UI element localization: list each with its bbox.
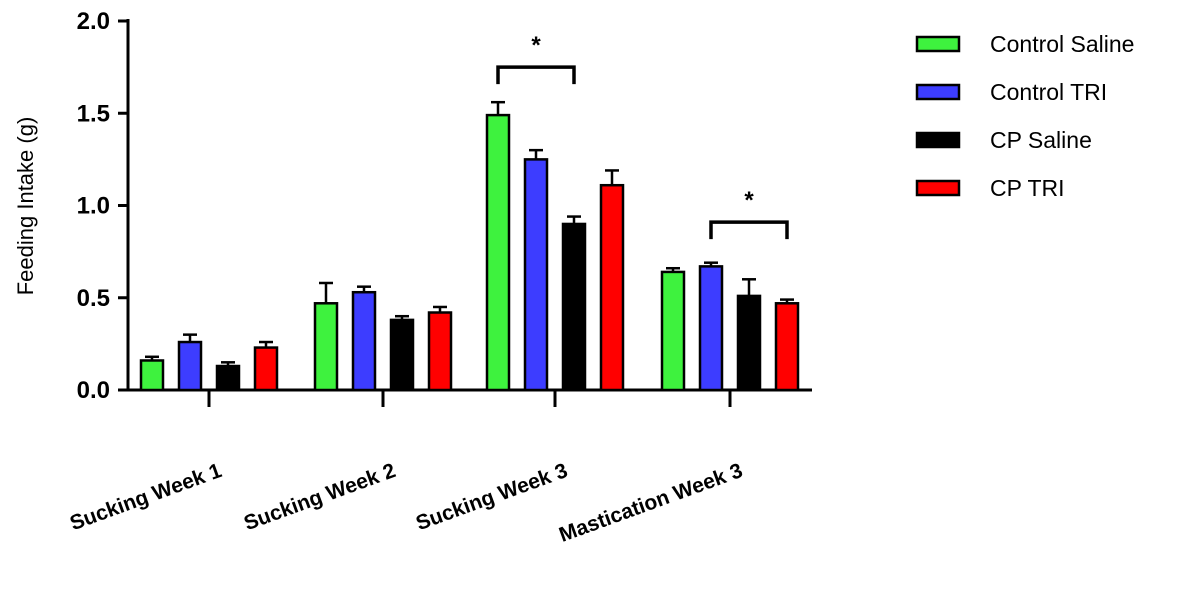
- bar: [313, 302, 339, 392]
- y-tick-label: 1.0: [77, 193, 110, 220]
- legend: Control Saline Control TRI CP Saline CP TRI: [915, 31, 1134, 201]
- legend-label: CP Saline: [990, 127, 1092, 153]
- x-tick-label: Sucking Week 1: [67, 459, 225, 535]
- significance-bracket: [709, 220, 789, 240]
- legend-swatch: [915, 179, 961, 197]
- legend-label: Control Saline: [990, 31, 1134, 57]
- legend-label: Control TRI: [990, 79, 1107, 105]
- legend-swatch: [915, 83, 961, 101]
- significance-bracket: [496, 65, 576, 85]
- significance-marker: *: [744, 187, 754, 214]
- bar: [561, 222, 587, 392]
- bar: [523, 158, 549, 392]
- bar: [139, 359, 165, 392]
- bar: [215, 364, 241, 392]
- legend-label: CP TRI: [990, 175, 1065, 201]
- y-tick-label: 1.5: [77, 100, 110, 127]
- y-axis-label: Feeding Intake (g): [13, 117, 38, 296]
- y-axis: 0.0 0.5 1.0 1.5 2.0: [77, 8, 130, 404]
- bar: [427, 311, 453, 392]
- y-tick-label: 0.0: [77, 377, 110, 404]
- bar: [660, 270, 686, 392]
- significance-marker: *: [531, 32, 541, 59]
- bar: [774, 302, 800, 392]
- x-axis: Sucking Week 1 Sucking Week 2 Sucking Week…: [67, 388, 812, 547]
- bar: [177, 340, 203, 392]
- bar: [389, 318, 415, 392]
- bar: [698, 265, 724, 392]
- significance-annotations: **: [496, 32, 789, 240]
- legend-swatch: [915, 35, 961, 53]
- y-tick-label: 2.0: [77, 8, 110, 35]
- bar: [253, 346, 279, 392]
- x-tick-label: Mastication Week 3: [556, 459, 746, 547]
- bar: [736, 294, 762, 392]
- bars-group: [139, 100, 800, 392]
- bar: [351, 290, 377, 392]
- legend-swatch: [915, 131, 961, 149]
- x-tick-label: Sucking Week 2: [241, 459, 399, 535]
- y-tick-label: 0.5: [77, 285, 110, 312]
- x-tick-label: Sucking Week 3: [413, 459, 571, 535]
- bar: [485, 113, 511, 392]
- bar: [599, 183, 625, 392]
